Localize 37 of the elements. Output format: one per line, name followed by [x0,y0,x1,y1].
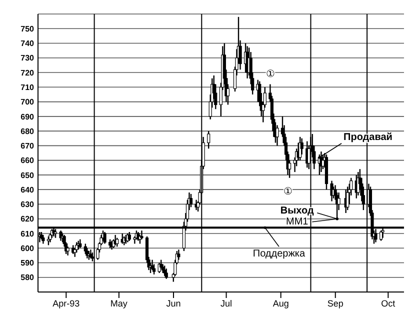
candlestick [152,264,156,276]
y-tick-label: 680 [20,126,35,136]
y-tick-label: 730 [20,54,35,63]
y-tick-label: 650 [20,170,35,180]
x-tick-label: Jul [220,298,232,308]
x-tick-label: May [110,298,128,308]
y-tick-label: 740 [20,39,35,48]
y-tick-label: 590 [20,258,35,268]
y-tick-label: 610 [20,229,35,238]
x-tick-label: Sep [327,298,344,308]
candlestick [189,193,193,208]
x-tick-label: Jun [166,298,181,308]
y-tick-label: 690 [20,112,35,122]
y-tick-label: 630 [20,200,35,210]
y-tick-label: 710 [20,83,35,92]
y-tick-label: 660 [20,156,35,166]
candlestick [177,248,180,260]
y-tick-label: 640 [20,185,35,194]
y-tick-label: 700 [20,98,35,107]
candlestick [103,231,106,244]
annotation: ① [266,68,275,80]
y-tick-label: 720 [20,68,35,78]
y-tick-label: 670 [20,142,35,151]
annotation: Поддержка [252,248,306,260]
candlestick [150,259,154,271]
candlestick [164,268,168,280]
x-tick-label: Oct [381,298,396,308]
annotation: ① [283,186,292,198]
annotation: MM1 [286,216,309,228]
candlestick [140,230,144,240]
y-tick-label: 600 [20,244,35,253]
y-tick-label: 750 [20,24,35,34]
x-tick-label: Apr-93 [52,298,80,308]
candlestick [207,130,210,150]
y-tick-label: 580 [20,273,35,282]
y-tick-label: 620 [20,214,35,224]
x-tick-label: Aug [272,298,289,308]
